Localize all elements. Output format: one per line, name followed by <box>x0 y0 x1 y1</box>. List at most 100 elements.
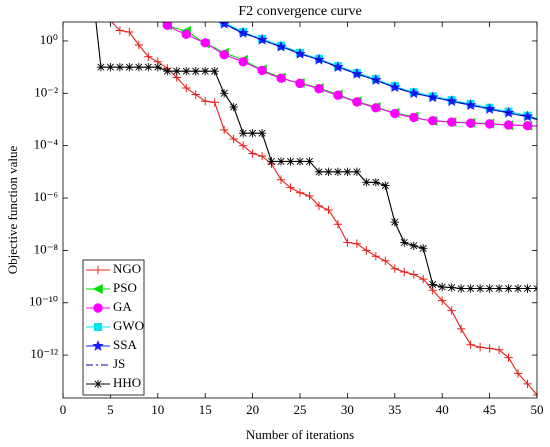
marker <box>333 90 343 100</box>
series-line <box>220 22 537 121</box>
marker <box>381 256 390 266</box>
marker <box>144 9 152 17</box>
marker <box>475 343 485 352</box>
marker <box>191 90 200 99</box>
marker <box>237 27 249 38</box>
y-tick-label: 10⁻⁸ <box>34 241 59 256</box>
marker <box>381 181 390 190</box>
marker <box>219 125 229 135</box>
marker <box>200 38 210 48</box>
marker <box>238 128 248 138</box>
marker <box>295 78 305 89</box>
marker <box>494 345 504 354</box>
y-tick-label: 10⁻⁴ <box>34 137 59 152</box>
marker <box>400 238 409 247</box>
marker <box>466 284 475 293</box>
marker <box>352 167 362 177</box>
marker <box>371 252 381 261</box>
x-tick-label: 45 <box>483 402 496 417</box>
marker <box>96 62 106 72</box>
legend-label: JS <box>113 356 125 371</box>
marker <box>125 62 134 72</box>
legend-label: GA <box>113 299 132 314</box>
marker <box>257 128 267 138</box>
marker <box>257 151 267 161</box>
x-tick-label: 5 <box>107 402 114 417</box>
plot-lines <box>87 0 537 398</box>
marker <box>314 167 324 177</box>
legend-label: GWO <box>113 318 144 333</box>
marker <box>504 353 513 362</box>
marker <box>144 52 153 61</box>
marker <box>267 157 276 166</box>
marker <box>447 283 456 292</box>
y-tick-label: 10⁻¹⁰ <box>29 294 58 309</box>
marker <box>295 188 305 197</box>
marker <box>125 0 133 6</box>
legend-label: HHO <box>113 375 141 390</box>
marker <box>210 98 219 107</box>
legend-label: NGO <box>113 261 141 276</box>
marker <box>333 167 343 177</box>
marker <box>276 175 286 184</box>
marker <box>494 284 504 293</box>
marker <box>523 284 532 293</box>
marker <box>115 26 125 35</box>
marker <box>93 379 103 389</box>
marker <box>485 344 494 353</box>
marker <box>371 178 381 187</box>
marker <box>428 115 438 126</box>
marker <box>438 282 447 292</box>
chart-title: F2 convergence curve <box>238 4 361 19</box>
marker <box>162 22 172 30</box>
marker <box>144 62 153 72</box>
marker <box>219 89 229 98</box>
marker <box>238 57 248 67</box>
marker <box>447 306 456 315</box>
marker <box>352 97 362 107</box>
x-tick-label: 40 <box>436 402 449 417</box>
marker <box>248 149 257 158</box>
marker <box>248 128 257 138</box>
marker <box>503 120 514 130</box>
marker <box>286 157 295 166</box>
marker <box>163 66 172 76</box>
marker <box>466 340 475 349</box>
marker <box>257 65 267 76</box>
x-tick-label: 15 <box>199 402 212 417</box>
marker <box>229 134 238 144</box>
marker <box>87 0 95 6</box>
marker <box>409 241 418 250</box>
y-tick-label: 10⁰ <box>40 32 58 47</box>
marker <box>324 205 333 215</box>
marker <box>93 265 103 275</box>
series-line <box>222 22 537 119</box>
x-tick-label: 30 <box>341 402 354 417</box>
marker <box>475 284 485 293</box>
marker <box>513 284 523 293</box>
marker <box>523 379 532 389</box>
marker <box>351 67 363 79</box>
x-tick-label: 50 <box>531 402 544 417</box>
marker <box>181 29 191 39</box>
marker <box>201 97 210 106</box>
marker <box>125 0 133 5</box>
marker <box>400 267 409 277</box>
marker <box>504 284 513 293</box>
marker <box>352 239 362 248</box>
marker <box>324 167 333 177</box>
marker <box>522 120 533 131</box>
marker <box>446 117 457 127</box>
marker <box>94 323 102 331</box>
series-line <box>110 22 537 396</box>
marker <box>294 47 306 59</box>
marker <box>390 264 399 273</box>
marker <box>428 280 437 289</box>
marker <box>445 95 458 107</box>
marker <box>409 112 419 123</box>
marker <box>93 303 103 313</box>
marker <box>314 84 324 94</box>
marker <box>92 283 103 295</box>
marker <box>219 49 229 60</box>
marker <box>144 6 152 14</box>
